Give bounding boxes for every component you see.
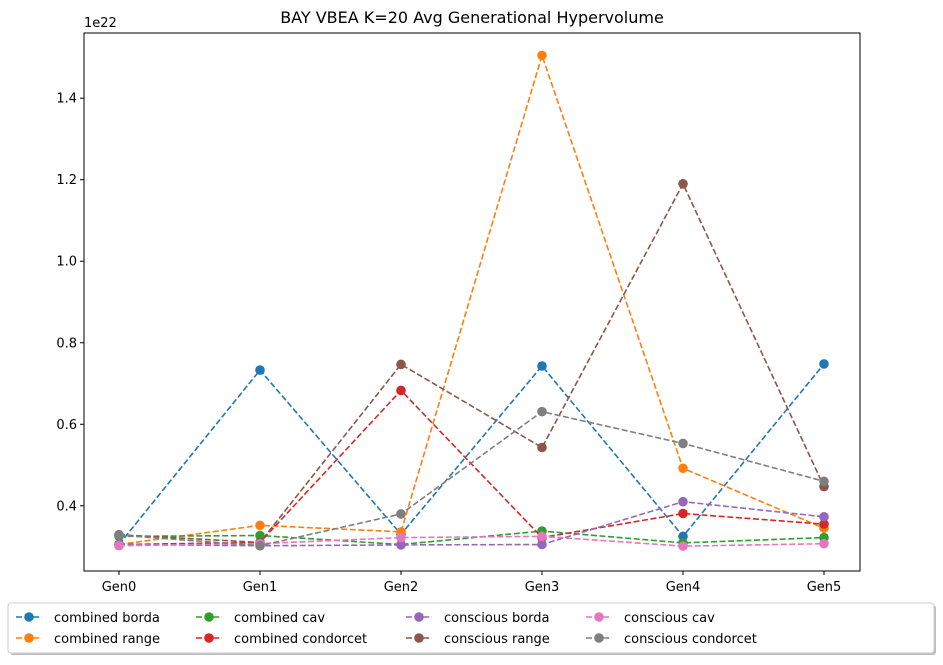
data-point-conscious-cav — [537, 531, 547, 542]
series-line-combined-cav — [118, 530, 825, 546]
legend-label: combined borda — [54, 611, 160, 626]
legend-entry-combined-condorcet: combined condorcet — [196, 632, 367, 647]
series-combined-condorcet — [114, 385, 829, 550]
legend-marker — [204, 633, 214, 643]
data-point-combined-range — [678, 463, 688, 474]
legend-label: conscious range — [444, 632, 550, 647]
data-point-conscious-cav — [819, 538, 829, 549]
legend-marker — [414, 612, 424, 622]
legend-entry-combined-borda: combined borda — [16, 611, 160, 626]
data-point-combined-condorcet — [396, 385, 406, 396]
x-tick-label: Gen1 — [243, 580, 278, 595]
legend-marker — [204, 612, 214, 622]
data-point-combined-condorcet — [819, 519, 829, 529]
y-tick-label: 1.4 — [56, 92, 77, 107]
y-tick-label: 1.2 — [56, 173, 77, 188]
legend-box — [7, 602, 935, 654]
data-point-conscious-cav — [396, 532, 406, 543]
legend-marker — [594, 633, 604, 643]
data-point-conscious-range — [396, 359, 406, 370]
legend-entry-combined-cav: combined cav — [196, 611, 325, 626]
series-line-conscious-range — [118, 182, 825, 544]
data-point-combined-borda — [255, 365, 265, 375]
data-point-conscious-range — [537, 442, 547, 453]
data-point-combined-condorcet — [678, 508, 688, 519]
data-point-conscious-condorcet — [819, 476, 829, 487]
series-line-conscious-condorcet — [118, 410, 825, 547]
legend-label: conscious borda — [444, 611, 550, 626]
legend-label: conscious cav — [624, 611, 715, 626]
legend-entry-conscious-cav: conscious cav — [586, 611, 715, 626]
legend: combined borda combined range combined cav… — [7, 602, 936, 655]
series-line-combined-borda — [118, 363, 825, 546]
data-point-conscious-borda — [819, 511, 829, 522]
series-conscious-condorcet — [114, 406, 829, 551]
legend-marker — [24, 612, 34, 622]
axes: 0.4 0.6 0.8 1.0 1.2 1.4 Gen0 Gen1 Gen2 Gen3 Gen4 Ge… — [56, 32, 861, 595]
legend-label: combined condorcet — [234, 632, 367, 647]
data-point-combined-range — [537, 50, 547, 61]
series-conscious-borda — [114, 496, 829, 551]
data-point-conscious-condorcet — [114, 530, 124, 540]
y-tick-label: 0.6 — [56, 418, 77, 433]
data-point-combined-range — [255, 520, 265, 531]
data-point-conscious-borda — [537, 539, 547, 550]
data-point-conscious-condorcet — [396, 509, 406, 519]
legend-entry-conscious-condorcet: conscious condorcet — [586, 632, 757, 647]
data-point-combined-borda — [819, 359, 829, 369]
data-point-combined-borda — [537, 361, 547, 371]
series-line-conscious-borda — [118, 500, 825, 547]
x-tick-label: Gen4 — [666, 580, 701, 595]
series-conscious-range — [114, 179, 829, 548]
legend-marker — [414, 633, 424, 643]
data-point-conscious-cav — [114, 540, 124, 551]
legend-entry-combined-range: combined range — [16, 632, 160, 647]
data-point-conscious-borda — [396, 540, 406, 550]
series-layer — [114, 50, 829, 551]
legend-marker — [594, 612, 604, 622]
x-tick-label: Gen3 — [525, 580, 560, 595]
legend-label: conscious condorcet — [624, 632, 757, 647]
data-point-combined-cav — [255, 530, 265, 541]
legend-label: combined range — [54, 632, 160, 647]
y-tick-label: 0.4 — [56, 499, 77, 514]
data-point-conscious-borda — [678, 496, 688, 507]
x-tick-label: Gen5 — [807, 580, 842, 595]
legend-label: combined cav — [234, 611, 325, 626]
data-point-conscious-condorcet — [678, 438, 688, 449]
y-tick-label: 0.8 — [56, 336, 77, 351]
series-line-combined-condorcet — [118, 389, 825, 546]
data-point-conscious-condorcet — [255, 540, 265, 551]
x-tick-label: Gen0 — [102, 580, 137, 595]
data-point-conscious-range — [678, 179, 688, 189]
chart-title: BAY VBEA K=20 Avg Generational Hypervolu… — [280, 8, 664, 27]
series-line-combined-range — [118, 52, 825, 546]
plot-frame — [83, 32, 861, 572]
x-tick-label: Gen2 — [384, 580, 419, 595]
y-tick-label: 1.0 — [56, 255, 77, 270]
legend-entry-conscious-range: conscious range — [406, 632, 550, 647]
legend-marker — [24, 633, 34, 643]
legend-entry-conscious-borda: conscious borda — [406, 611, 550, 626]
data-point-conscious-cav — [678, 541, 688, 551]
series-combined-range — [114, 50, 829, 550]
series-line-conscious-cav — [118, 535, 825, 547]
data-point-conscious-condorcet — [537, 406, 547, 417]
y-axis-offset-label: 1e22 — [84, 16, 117, 31]
series-combined-borda — [114, 359, 829, 550]
